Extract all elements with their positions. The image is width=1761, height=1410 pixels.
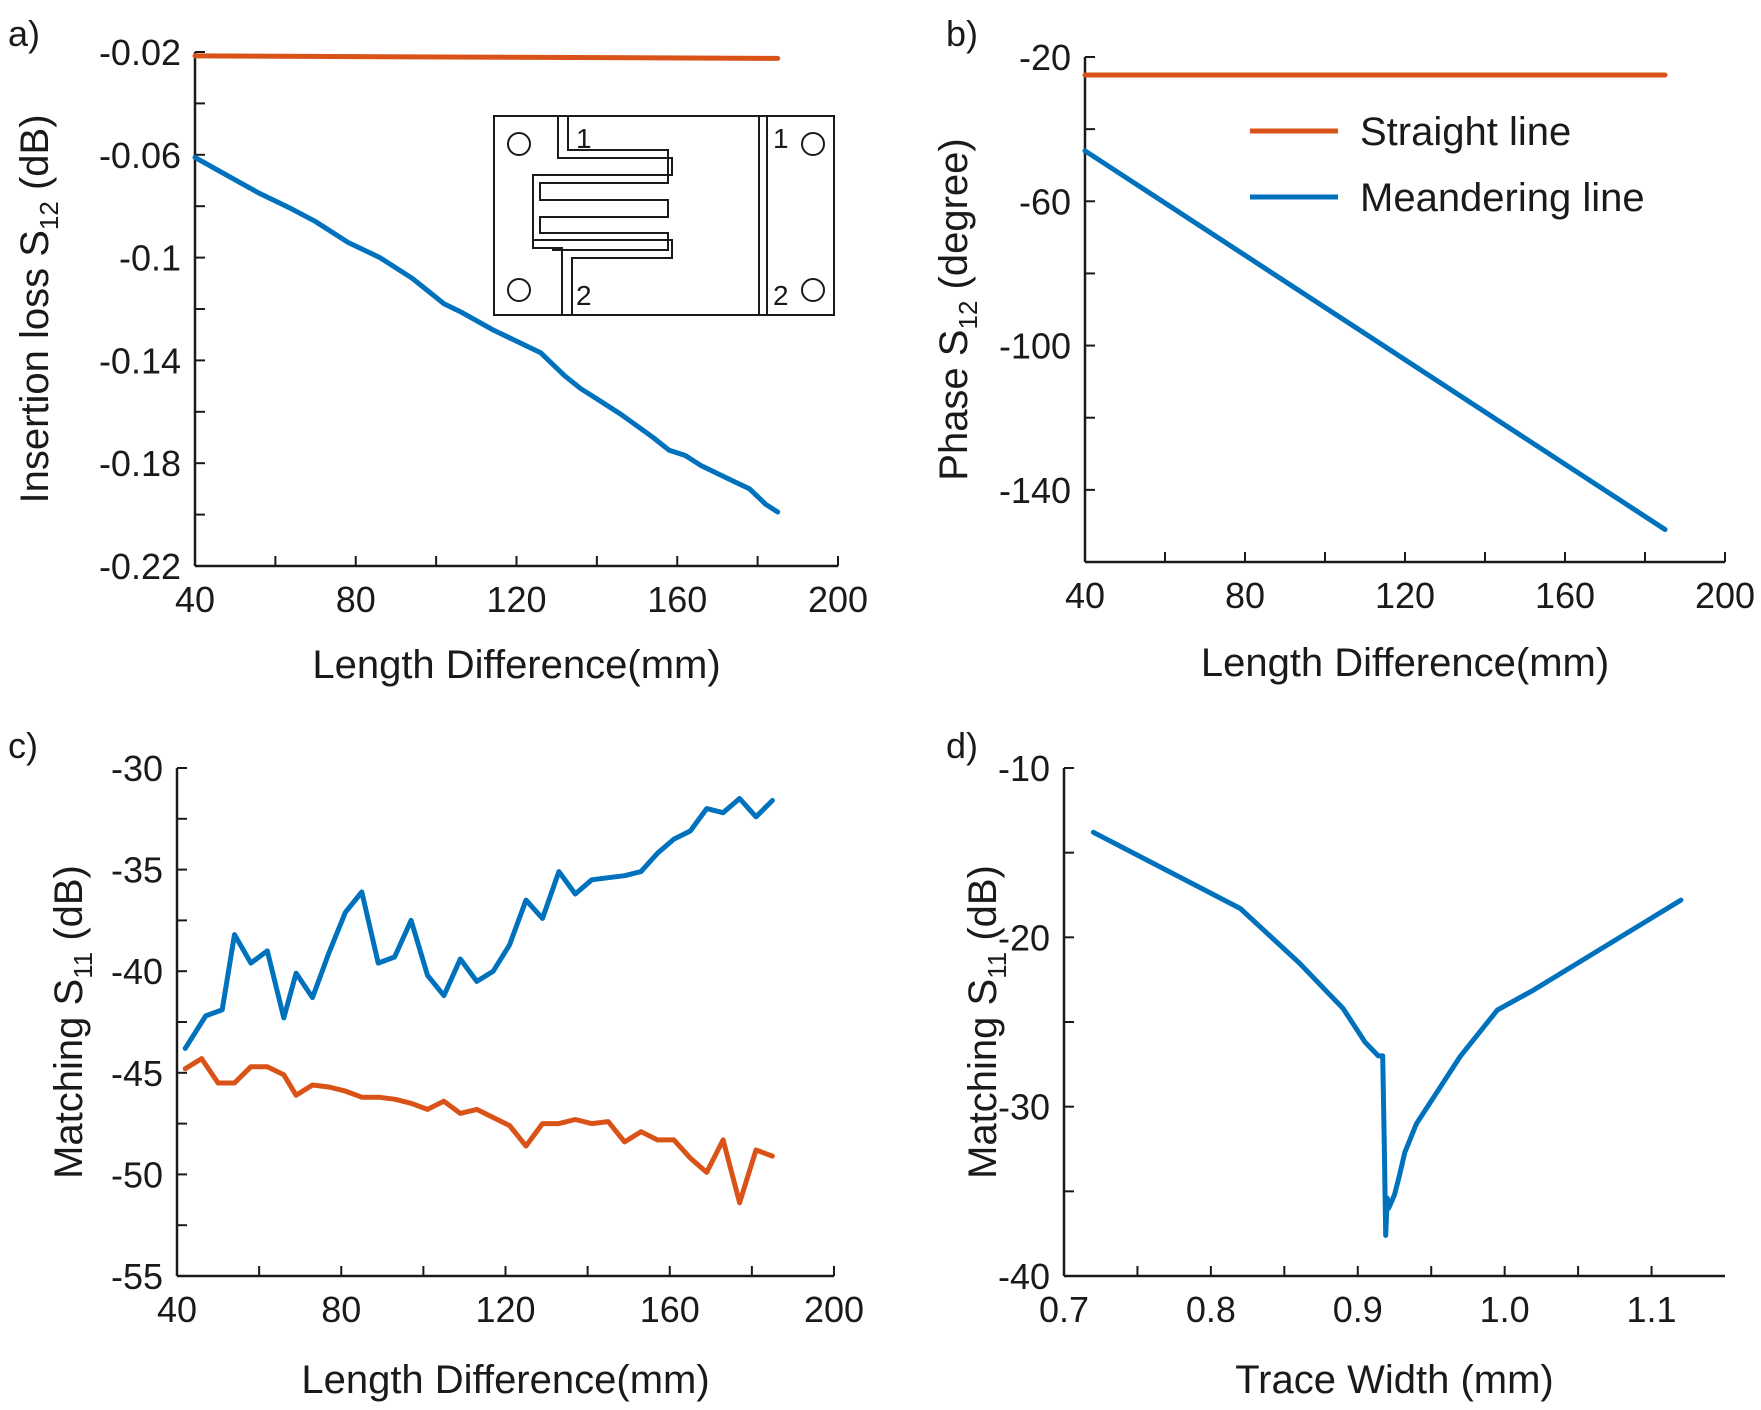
inset-meander-trace-outer: [532, 116, 673, 315]
y-tick-label-d: -10: [998, 748, 1050, 789]
x-tick-label-d: 1.1: [1627, 1289, 1677, 1330]
y-tick-label-a: -0.18: [99, 443, 181, 484]
y-tick-label-a: -0.22: [99, 546, 181, 587]
inset-port-1-meander: 1: [576, 123, 592, 154]
y-tick-label-d: -40: [998, 1256, 1050, 1297]
x-tick-label-c: 160: [640, 1289, 700, 1330]
x-axis-title-d: Trace Width (mm): [1235, 1358, 1554, 1402]
y-tick-label-c: -40: [111, 951, 163, 992]
panels: a) 40 80 120 160 200 -0.22 -0.18 -0.14 -0.1 -0.06 -…: [8, 13, 1755, 1402]
y-tick-label-b: -140: [999, 470, 1071, 511]
y-tick-label-c: -30: [111, 748, 163, 789]
inset-port-1-straight: 1: [773, 123, 789, 154]
panel-label-b: b): [946, 13, 978, 54]
series-d-meandering: [1090, 829, 1684, 1238]
inset-mount-hole-top-left: [507, 132, 531, 156]
x-tick-label-b: 160: [1535, 575, 1595, 616]
legend-label-meandering: Meandering line: [1360, 176, 1645, 220]
x-axis-title-b: Length Difference(mm): [1201, 641, 1609, 685]
inset-board-outline: [493, 115, 835, 316]
panel-c: c) 40 80 120 160 200 -55 -50 -45 -40 -35 -30 Length …: [8, 725, 864, 1402]
y-tick-label-a: -0.1: [119, 238, 181, 279]
y-tick-label-a: -0.06: [99, 135, 181, 176]
series-a-meandering: [192, 154, 781, 515]
y-tick-label-a: -0.14: [99, 340, 181, 381]
y-axis-title-d: Matching S11 (dB): [961, 865, 1012, 1179]
inset-mount-hole-top-right: [801, 132, 825, 156]
legend: Straight line Meandering line: [1250, 110, 1645, 220]
x-tick-label-c: 80: [321, 1289, 361, 1330]
x-axis-title-c: Length Difference(mm): [301, 1358, 709, 1402]
x-tick-label-b: 200: [1695, 575, 1755, 616]
series-a-straight: [192, 53, 781, 61]
x-tick-label-a: 40: [175, 579, 215, 620]
x-tick-label-c: 200: [804, 1289, 864, 1330]
x-tick-label-d: 0.9: [1333, 1289, 1383, 1330]
y-tick-label-d: -30: [998, 1087, 1050, 1128]
x-tick-label-d: 1.0: [1480, 1289, 1530, 1330]
x-tick-label-b: 120: [1375, 575, 1435, 616]
inset-schematic: 1 2 1 2: [493, 115, 835, 316]
panel-a: a) 40 80 120 160 200 -0.22 -0.18 -0.14 -0.1 -0.06 -…: [8, 13, 868, 687]
x-tick-label-a: 80: [336, 579, 376, 620]
x-tick-label-c: 120: [475, 1289, 535, 1330]
inset-mount-hole-bottom-right: [801, 278, 825, 302]
x-tick-label-d: 0.7: [1039, 1289, 1089, 1330]
series-c-meandering: [182, 796, 775, 1051]
inset-port-2-straight: 2: [773, 280, 789, 311]
legend-label-straight: Straight line: [1360, 110, 1571, 154]
panel-label-a: a): [8, 13, 40, 54]
x-tick-label-d: 0.8: [1186, 1289, 1236, 1330]
x-tick-label-a: 200: [808, 579, 868, 620]
y-axis-title-b: Phase S12 (degree): [932, 138, 983, 480]
panel-label-c: c): [8, 725, 38, 766]
x-tick-label-c: 40: [157, 1289, 197, 1330]
y-tick-label-c: -55: [111, 1256, 163, 1297]
x-tick-label-b: 40: [1065, 575, 1105, 616]
inset-meander-trace-inner: [539, 116, 669, 251]
y-tick-label-d: -20: [998, 917, 1050, 958]
x-tick-label-a: 160: [647, 579, 707, 620]
panel-d: d) 0.7 0.8 0.9 1.0 1.1 -40 -30 -20 -10 Trace Width…: [946, 725, 1725, 1402]
y-tick-label-b: -20: [1019, 37, 1071, 78]
y-tick-label-a: -0.02: [99, 32, 181, 73]
y-tick-label-b: -100: [999, 326, 1071, 367]
y-tick-label-c: -35: [111, 850, 163, 891]
series-c-straight: [182, 1056, 775, 1206]
panel-label-d: d): [946, 725, 978, 766]
y-tick-label-b: -60: [1019, 181, 1071, 222]
inset-mount-hole-bottom-left: [507, 278, 531, 302]
series-b-meandering: [1082, 148, 1668, 532]
y-axis-title-a: Insertion loss S12 (dB): [13, 114, 64, 503]
y-tick-label-c: -50: [111, 1154, 163, 1195]
x-axis-title-a: Length Difference(mm): [312, 643, 720, 687]
x-tick-label-b: 80: [1225, 575, 1265, 616]
y-tick-label-c: -45: [111, 1053, 163, 1094]
panel-b: b) 40 80 120 160 200 -140 -100 -60 -20 Length Diff…: [932, 13, 1755, 685]
inset-port-2-meander: 2: [576, 280, 592, 311]
y-axis-title-c: Matching S11 (dB): [47, 865, 98, 1179]
x-tick-label-a: 120: [486, 579, 546, 620]
